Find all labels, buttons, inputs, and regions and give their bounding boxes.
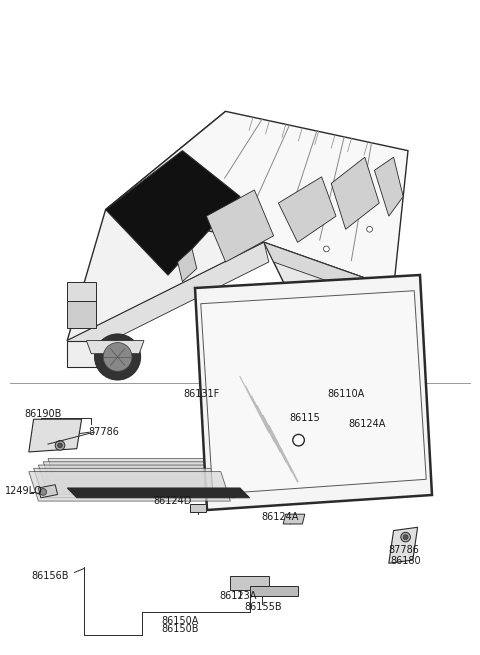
Text: 86110A: 86110A — [327, 388, 364, 399]
Circle shape — [324, 311, 377, 364]
Polygon shape — [278, 177, 336, 242]
Polygon shape — [206, 190, 274, 262]
Circle shape — [367, 227, 372, 232]
Polygon shape — [374, 157, 403, 216]
Polygon shape — [201, 291, 426, 495]
Polygon shape — [67, 341, 106, 367]
Polygon shape — [86, 341, 144, 354]
Polygon shape — [67, 242, 269, 360]
Polygon shape — [67, 301, 96, 328]
Polygon shape — [178, 249, 197, 282]
Polygon shape — [48, 458, 250, 488]
Polygon shape — [38, 485, 58, 498]
Polygon shape — [106, 151, 240, 275]
Polygon shape — [195, 275, 432, 510]
Circle shape — [40, 489, 47, 495]
Circle shape — [334, 320, 367, 354]
Polygon shape — [29, 419, 82, 452]
Circle shape — [103, 343, 132, 371]
Polygon shape — [230, 576, 269, 590]
Polygon shape — [29, 472, 230, 501]
Polygon shape — [389, 527, 418, 563]
Text: 86156B: 86156B — [32, 571, 69, 582]
Text: 86115: 86115 — [289, 413, 320, 423]
Circle shape — [403, 534, 408, 540]
Text: 86155B: 86155B — [244, 602, 282, 612]
Text: 86123A: 86123A — [219, 591, 256, 601]
Polygon shape — [264, 242, 403, 308]
Text: 86180: 86180 — [390, 555, 421, 566]
Polygon shape — [38, 465, 240, 495]
Text: 86150B: 86150B — [161, 624, 199, 634]
Text: 86150A: 86150A — [161, 616, 199, 626]
Polygon shape — [283, 514, 305, 524]
Polygon shape — [34, 468, 235, 498]
Polygon shape — [250, 586, 298, 596]
Polygon shape — [67, 111, 264, 341]
Polygon shape — [67, 282, 96, 301]
Circle shape — [293, 434, 304, 446]
Polygon shape — [394, 288, 422, 328]
Circle shape — [95, 334, 141, 380]
Polygon shape — [331, 157, 379, 229]
Text: 87786: 87786 — [89, 427, 120, 438]
Circle shape — [401, 533, 410, 542]
Text: 86190B: 86190B — [24, 409, 61, 419]
Polygon shape — [43, 462, 245, 491]
Polygon shape — [106, 111, 408, 288]
Text: 87786: 87786 — [389, 545, 420, 555]
Polygon shape — [190, 504, 206, 512]
Text: 86124A: 86124A — [262, 512, 299, 523]
Polygon shape — [67, 488, 250, 498]
Circle shape — [324, 246, 329, 252]
Polygon shape — [264, 242, 422, 341]
Text: 1249LQ: 1249LQ — [5, 486, 43, 496]
Text: 86131F: 86131F — [183, 388, 220, 399]
Text: 86124A: 86124A — [348, 419, 385, 430]
Circle shape — [55, 441, 65, 450]
Circle shape — [58, 443, 62, 448]
Text: 86124D: 86124D — [154, 496, 192, 506]
